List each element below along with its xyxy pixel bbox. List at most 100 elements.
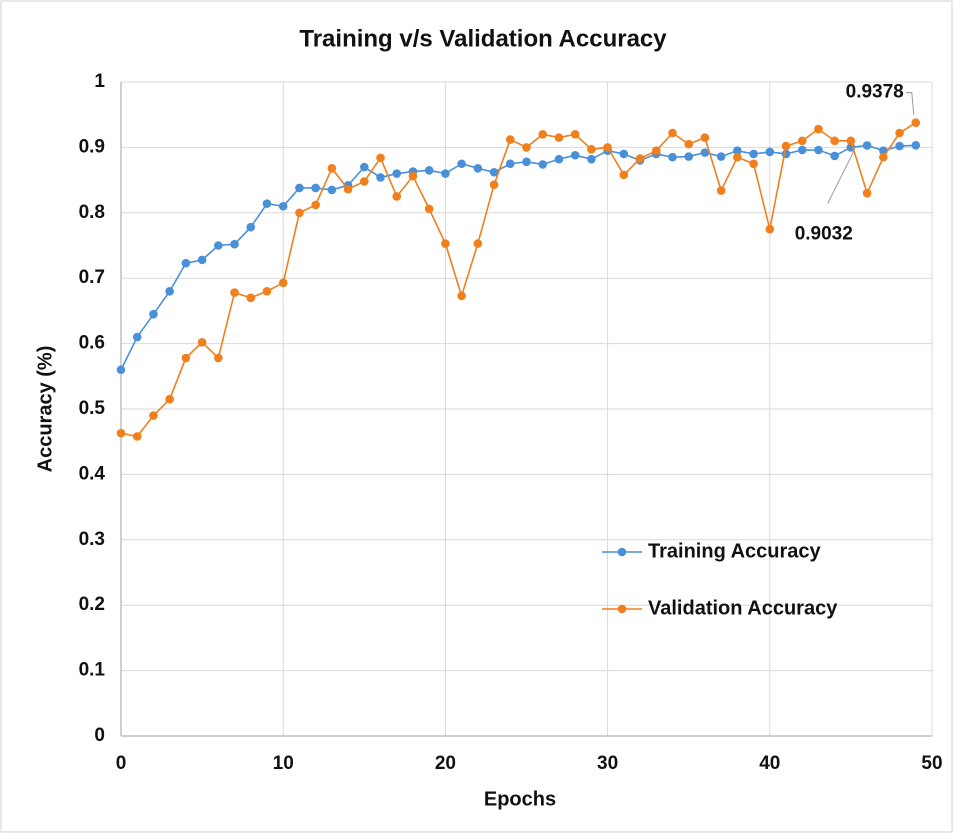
data-point — [116, 428, 126, 438]
data-point — [781, 141, 791, 151]
x-tick-label: 50 — [921, 753, 942, 774]
data-point — [197, 337, 207, 347]
data-point — [246, 222, 256, 232]
x-tick-label: 40 — [759, 753, 780, 774]
data-point — [619, 170, 629, 180]
data-point — [895, 141, 904, 151]
y-tick-label: 1 — [94, 71, 105, 92]
data-point — [619, 149, 629, 159]
data-point — [230, 239, 239, 249]
data-point — [262, 199, 272, 208]
y-axis-label: Accuracy (%) — [34, 346, 56, 473]
data-point — [603, 143, 612, 152]
y-tick-label: 0.3 — [79, 529, 105, 550]
data-point — [505, 159, 515, 169]
data-point — [489, 180, 499, 189]
data-point — [911, 141, 921, 150]
legend-label: Training Accuracy — [648, 540, 822, 562]
data-point — [149, 309, 158, 319]
data-point — [441, 169, 450, 178]
data-point — [538, 160, 548, 169]
data-point — [278, 201, 288, 211]
y-tick-label: 0.2 — [79, 594, 105, 615]
x-tick-label: 0 — [116, 753, 127, 774]
data-point — [522, 143, 531, 152]
data-point — [165, 394, 174, 404]
data-point — [424, 204, 434, 214]
data-point — [684, 152, 693, 161]
data-point — [441, 239, 450, 248]
data-point — [911, 118, 921, 127]
data-point — [538, 130, 548, 139]
y-tick-label: 0.5 — [79, 398, 106, 419]
data-point — [392, 169, 402, 178]
annotation: 0.9378 — [846, 82, 904, 103]
data-point — [700, 148, 710, 157]
data-point — [214, 241, 223, 250]
x-tick-label: 30 — [597, 753, 618, 774]
data-point — [830, 136, 839, 146]
data-point — [846, 136, 856, 146]
legend-marker — [617, 547, 627, 557]
data-point — [554, 133, 564, 142]
data-point — [570, 130, 580, 139]
data-point — [668, 152, 677, 162]
y-tick-label: 0 — [94, 725, 105, 746]
data-point — [214, 353, 223, 363]
x-tick-label: 10 — [273, 753, 294, 774]
data-point — [765, 224, 775, 234]
data-point — [181, 353, 191, 363]
data-point — [733, 152, 742, 162]
data-point — [181, 258, 191, 268]
data-point — [684, 139, 693, 149]
data-point — [408, 171, 418, 181]
data-point — [311, 183, 320, 193]
data-point — [570, 150, 580, 160]
annotation-leader — [905, 92, 915, 115]
data-point — [895, 128, 904, 138]
data-point — [587, 145, 596, 154]
data-point — [587, 154, 596, 164]
data-point — [554, 154, 564, 164]
data-point — [132, 432, 142, 441]
data-point — [457, 291, 466, 301]
data-point — [522, 157, 531, 167]
data-point — [327, 185, 337, 195]
data-point — [862, 188, 872, 198]
data-point — [781, 149, 791, 159]
y-tick-label: 0.9 — [79, 136, 105, 157]
data-point — [797, 145, 807, 155]
data-point — [716, 186, 726, 195]
data-point — [327, 164, 337, 173]
data-point — [505, 135, 515, 144]
data-point — [149, 411, 158, 420]
data-point — [116, 365, 126, 375]
data-point — [197, 255, 207, 265]
data-point — [635, 154, 645, 163]
annotation-leader — [827, 151, 855, 204]
y-tick-label: 0.1 — [79, 660, 106, 681]
x-axis-label: Epochs — [484, 788, 556, 810]
data-point — [749, 159, 758, 169]
data-point — [230, 288, 239, 297]
data-point — [700, 133, 710, 142]
data-point — [360, 162, 369, 172]
data-point — [814, 124, 823, 134]
data-point — [424, 165, 434, 175]
data-point — [651, 146, 661, 155]
data-point — [295, 208, 304, 218]
data-point — [830, 151, 839, 161]
data-point — [733, 146, 742, 155]
data-point — [360, 177, 369, 186]
data-point — [749, 149, 758, 159]
y-tick-label: 0.7 — [79, 267, 105, 288]
data-point — [165, 286, 174, 296]
data-point — [814, 145, 823, 155]
data-point — [246, 293, 256, 303]
data-point — [716, 152, 726, 161]
data-point — [311, 200, 320, 210]
data-point — [132, 332, 142, 342]
chart-title: Training v/s Validation Accuracy — [299, 25, 667, 52]
data-point — [473, 164, 483, 173]
